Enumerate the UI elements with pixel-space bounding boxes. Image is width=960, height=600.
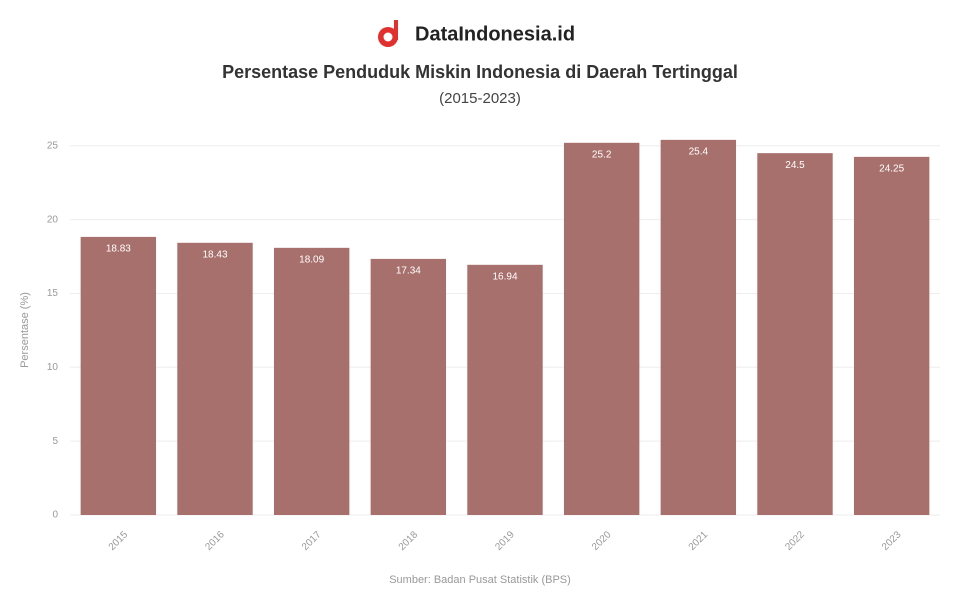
y-tick-label: 0 [52, 510, 58, 521]
x-tick-label: 2020 [590, 529, 614, 553]
y-tick-label: 10 [47, 362, 59, 373]
x-tick-label: 2019 [493, 529, 517, 553]
chart-title: Persentase Penduduk Miskin Indonesia di … [222, 62, 738, 82]
value-label: 25.4 [689, 147, 709, 158]
value-label: 18.09 [299, 254, 324, 265]
y-tick-label: 25 [47, 140, 59, 151]
y-axis-label: Persentase (%) [19, 292, 31, 368]
x-tick-label: 2018 [397, 529, 421, 553]
logo-icon-stem [394, 20, 398, 40]
x-tick-label: 2023 [880, 529, 904, 553]
y-tick-label: 20 [47, 214, 59, 225]
x-tick-label: 2015 [107, 529, 131, 553]
value-label: 24.5 [785, 160, 805, 171]
bar [80, 236, 157, 515]
x-tick-label: 2017 [300, 529, 324, 553]
bar [467, 264, 543, 515]
value-label: 17.34 [396, 266, 421, 277]
value-label: 18.43 [202, 249, 227, 260]
x-tick-label: 2021 [687, 529, 711, 553]
value-label: 24.25 [879, 163, 904, 174]
brand: DataIndonesia.id [415, 23, 575, 45]
x-tick-label: 2022 [783, 529, 807, 553]
value-label: 25.2 [592, 149, 612, 160]
bar [177, 242, 253, 515]
logo-icon-hole [383, 32, 393, 42]
bar [853, 156, 930, 515]
chart-subtitle: (2015-2023) [439, 90, 521, 107]
y-tick-label: 15 [47, 288, 59, 299]
bar [660, 139, 737, 515]
source: Sumber: Badan Pusat Statistik (BPS) [389, 574, 571, 586]
value-label: 18.83 [106, 244, 131, 255]
bar [273, 247, 350, 515]
logo [378, 20, 398, 47]
bar [370, 258, 447, 515]
x-tick-label: 2016 [203, 529, 227, 553]
bar [563, 142, 640, 516]
bar [757, 153, 833, 515]
y-tick-label: 5 [52, 436, 58, 447]
value-label: 16.94 [492, 271, 517, 282]
